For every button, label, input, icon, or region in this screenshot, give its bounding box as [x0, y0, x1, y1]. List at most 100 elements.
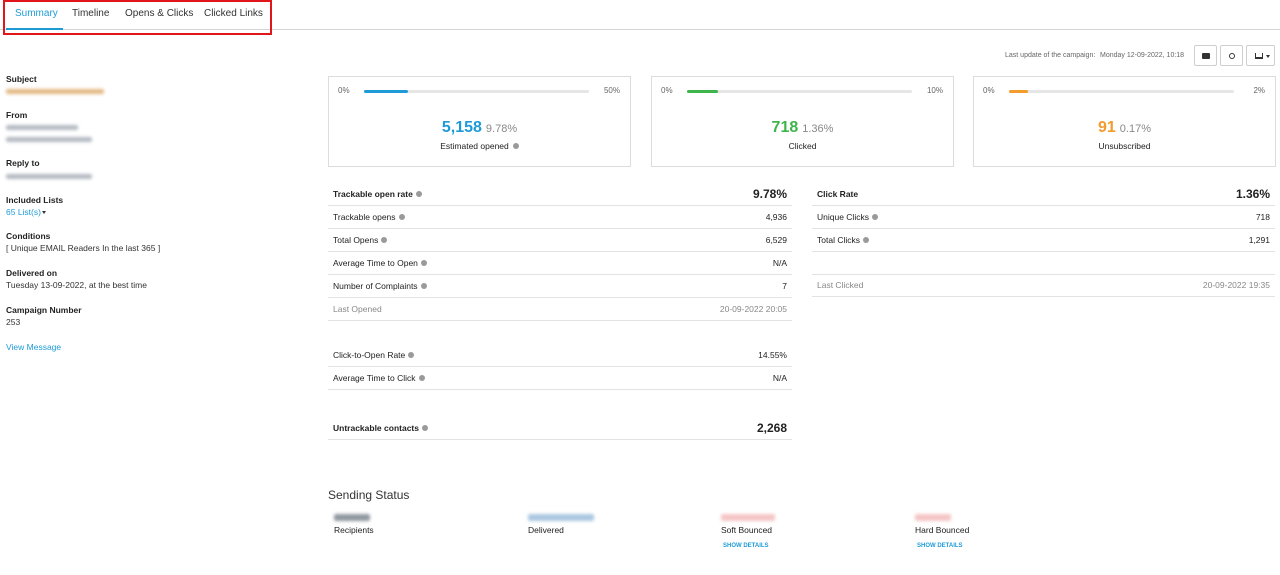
row-value: 2,268 — [756, 421, 787, 435]
row-divider — [328, 205, 792, 206]
row-value: 1,291 — [1248, 235, 1270, 245]
row-value: 9.78% — [752, 187, 787, 201]
info-icon[interactable] — [381, 237, 387, 243]
card-figure: 91 0.17% — [973, 119, 1276, 137]
bar-max: 50% — [603, 86, 620, 96]
status-label: Soft Bounced — [721, 524, 773, 535]
row-value: N/A — [772, 258, 787, 268]
card-figure: 718 1.36% — [651, 119, 954, 137]
print-button[interactable] — [1194, 45, 1217, 66]
icon — [1202, 53, 1210, 59]
row-divider — [812, 205, 1275, 206]
card-count: 91 — [1098, 119, 1116, 136]
bar-min: 0% — [661, 86, 673, 96]
card-label-text: Unsubscribed — [1098, 141, 1151, 151]
caret — [42, 211, 46, 214]
row-divider — [328, 297, 792, 298]
tab[interactable]: Clicked Links — [204, 8, 263, 19]
card-label-text: Estimated opened — [440, 141, 509, 151]
row-divider — [328, 366, 792, 367]
blurred-value — [721, 514, 775, 521]
caret — [1266, 55, 1270, 58]
blurred-value — [528, 514, 594, 521]
stat-card — [651, 76, 954, 167]
blurred-value — [915, 514, 951, 521]
card-figure: 5,158 9.78% — [328, 119, 631, 137]
bar-max: 2% — [1253, 86, 1265, 96]
row-divider — [812, 274, 1275, 275]
card-label: Estimated opened — [328, 141, 631, 151]
icon — [1255, 53, 1263, 59]
row-value: 20-09-2022 19:35 — [1202, 280, 1270, 290]
info-icon[interactable] — [863, 237, 869, 243]
row-value: 4,936 — [765, 212, 787, 222]
row-divider — [812, 251, 1275, 252]
blurred-text — [6, 137, 92, 142]
card-rate: 9.78% — [485, 123, 518, 135]
row-label: Last Clicked — [817, 279, 864, 290]
download-button[interactable] — [1246, 45, 1275, 66]
row-value: 14.55% — [758, 350, 787, 360]
row-label: Untrackable contacts — [333, 422, 419, 433]
bar-track — [364, 90, 589, 93]
row-label: Total Opens — [333, 234, 379, 245]
row-divider — [328, 439, 792, 440]
info-icon[interactable] — [421, 283, 427, 289]
info-icon[interactable] — [422, 425, 428, 431]
row-divider — [328, 320, 792, 321]
stat-card — [328, 76, 631, 167]
tab[interactable]: Opens & Clicks — [125, 8, 194, 19]
tab[interactable]: Summary — [15, 8, 58, 19]
row-label: Trackable open rate — [333, 188, 413, 199]
bar-fill — [687, 90, 718, 93]
info-icon[interactable] — [512, 143, 519, 149]
tab[interactable]: Timeline — [72, 8, 110, 19]
card-label: Clicked — [651, 141, 954, 151]
bar-min: 0% — [338, 86, 350, 96]
card-rate: 1.36% — [802, 123, 834, 135]
blurred-text — [6, 125, 78, 130]
row-value: N/A — [772, 373, 787, 383]
blurred-text — [6, 174, 92, 179]
info-icon[interactable] — [421, 260, 427, 266]
show-details-link[interactable]: SHOW DETAILS — [917, 543, 963, 550]
row-divider — [328, 228, 792, 229]
highlight-box — [3, 0, 272, 35]
card-label-text: Clicked — [788, 141, 817, 151]
sidebar-label: Subject — [6, 73, 37, 84]
sidebar-label: From — [6, 109, 28, 120]
lists-link[interactable]: 65 List(s) — [6, 206, 41, 217]
row-value: 718 — [1255, 212, 1270, 222]
row-divider — [328, 251, 792, 252]
blurred-value — [334, 514, 370, 521]
section-title: Sending Status — [328, 487, 410, 502]
row-label: Average Time to Open — [333, 257, 418, 268]
bar-max: 10% — [926, 86, 943, 96]
bar-track — [687, 90, 912, 93]
row-label: Click-to-Open Rate — [333, 349, 406, 360]
sidebar-value: Tuesday 13-09-2022, at the best time — [6, 279, 147, 290]
share-button[interactable] — [1220, 45, 1243, 66]
row-divider — [328, 274, 792, 275]
info-icon[interactable] — [416, 191, 422, 197]
info-icon[interactable] — [399, 214, 405, 220]
sidebar-label: Campaign Number — [6, 304, 82, 315]
blurred-text — [6, 89, 104, 94]
row-value: 1.36% — [1235, 187, 1270, 201]
row-value: 20-09-2022 20:05 — [719, 304, 787, 314]
row-label: Trackable opens — [333, 211, 396, 222]
row-divider — [812, 228, 1275, 229]
row-label: Last Opened — [333, 303, 382, 314]
info-icon[interactable] — [408, 352, 414, 358]
card-count: 5,158 — [441, 119, 482, 136]
row-value: 7 — [782, 281, 787, 291]
card-count: 718 — [771, 119, 799, 136]
row-divider — [812, 296, 1275, 297]
show-details-link[interactable]: SHOW DETAILS — [723, 543, 769, 550]
row-label: Unique Clicks — [817, 211, 869, 222]
info-icon[interactable] — [419, 375, 425, 381]
info-icon[interactable] — [872, 214, 878, 220]
bar-track — [1009, 90, 1234, 93]
view-message-link[interactable]: View Message — [6, 341, 62, 352]
